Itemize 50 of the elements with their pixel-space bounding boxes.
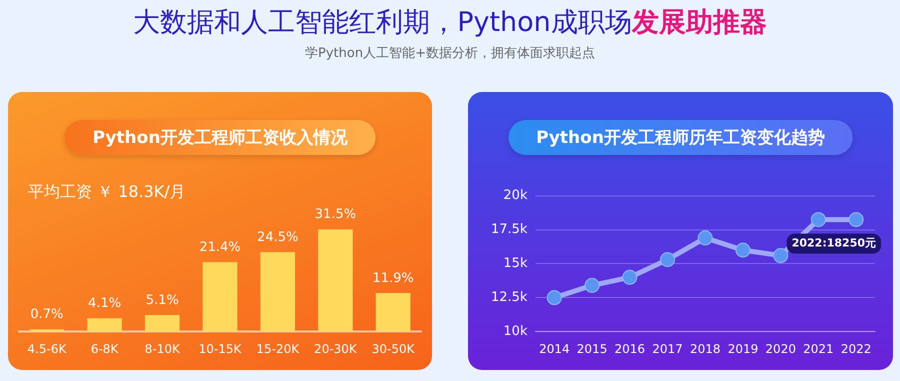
- x-tick-label: 4.5-6K: [27, 342, 68, 356]
- y-tick-label: 17.5k: [490, 222, 528, 238]
- x-tick-label: 2014: [539, 342, 570, 356]
- x-tick-label: 2016: [614, 342, 646, 356]
- x-tick-label: 2017: [652, 342, 683, 356]
- x-tick-label: 10-15K: [198, 342, 242, 356]
- bar: [87, 318, 122, 332]
- x-tick-label: 6-8K: [90, 342, 120, 356]
- bar: [202, 262, 238, 332]
- point: [622, 270, 638, 285]
- data-label: 4.1%: [88, 296, 122, 312]
- x-tick-label: 30-50K: [372, 342, 416, 356]
- y-tick-label: 10k: [503, 324, 528, 339]
- bar: [144, 315, 180, 332]
- bar: [376, 292, 410, 332]
- point: [773, 248, 788, 264]
- data-label: 24.5%: [257, 230, 298, 245]
- x-tick-label: 2015: [576, 342, 608, 356]
- x-tick-label: 2021: [803, 342, 834, 356]
- point: [698, 230, 713, 246]
- point: [848, 212, 864, 228]
- x-tick-label: 20-30K: [314, 342, 358, 356]
- x-tick-label: 2019: [728, 342, 758, 356]
- x-tick-label: 8-10K: [144, 342, 181, 356]
- point: [735, 242, 750, 258]
- data-label: 0.7%: [30, 307, 64, 322]
- data-label: 31.5%: [314, 207, 356, 222]
- x-tick-label: 2022: [840, 342, 872, 356]
- point: [660, 252, 676, 268]
- point: [584, 278, 600, 293]
- data-label: 11.9%: [372, 270, 414, 286]
- bar: [318, 229, 353, 332]
- y-tick-label: 12.5k: [490, 290, 528, 306]
- y-tick-label: 20k: [503, 188, 528, 204]
- chart-title: Python开发工程师工资收入情况: [64, 120, 376, 155]
- annotation: 2022:18250元: [792, 236, 876, 250]
- text: 学Python人工智能+数据分析，拥有体面求职起点: [304, 45, 596, 62]
- x-tick-label: 2018: [690, 342, 721, 356]
- x-tick-label: 15-20K: [256, 342, 300, 356]
- bar: [260, 252, 296, 332]
- chart-title: Python开发工程师历年工资变化趋势: [508, 120, 853, 155]
- point: [810, 212, 826, 228]
- data-label: 21.4%: [199, 240, 241, 256]
- text: 发展助推器: [632, 7, 767, 38]
- text: 大数据和人工智能红利期，Python成职场: [133, 7, 632, 38]
- data-label: 5.1%: [146, 292, 179, 308]
- point: [546, 290, 562, 306]
- text: 平均工资 ￥ 18.3K/月: [28, 182, 186, 203]
- x-tick-label: 2020: [765, 342, 796, 356]
- y-tick-label: 15k: [503, 256, 528, 272]
